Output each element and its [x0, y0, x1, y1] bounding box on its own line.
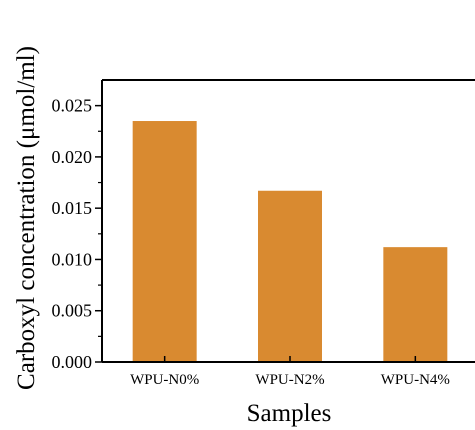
x-tick-label-3: WPU-N4% [381, 372, 450, 388]
y-tick-label-1: 0.000 [52, 352, 93, 372]
x-tick-label-1: WPU-N0% [130, 372, 199, 388]
x-tick-label-2: WPU-N2% [255, 372, 324, 388]
bar-3 [383, 247, 448, 362]
x-axis-title: Samples [247, 400, 332, 427]
y-axis-title: Carboxyl concentration (μmol/ml) [13, 46, 40, 390]
bar-1 [132, 121, 197, 362]
y-tick-label-2: 0.005 [52, 301, 93, 321]
y-tick-label-3: 0.010 [52, 249, 93, 269]
y-tick-label-5: 0.020 [52, 147, 93, 167]
y-tick-label-4: 0.015 [52, 198, 93, 218]
plot-area: WPU-N0% WPU-N2% WPU-N4% 0.000 0.005 0.010 0.01… [52, 79, 475, 388]
y-tick-label-6: 0.025 [52, 96, 93, 116]
bar-2 [258, 190, 322, 362]
